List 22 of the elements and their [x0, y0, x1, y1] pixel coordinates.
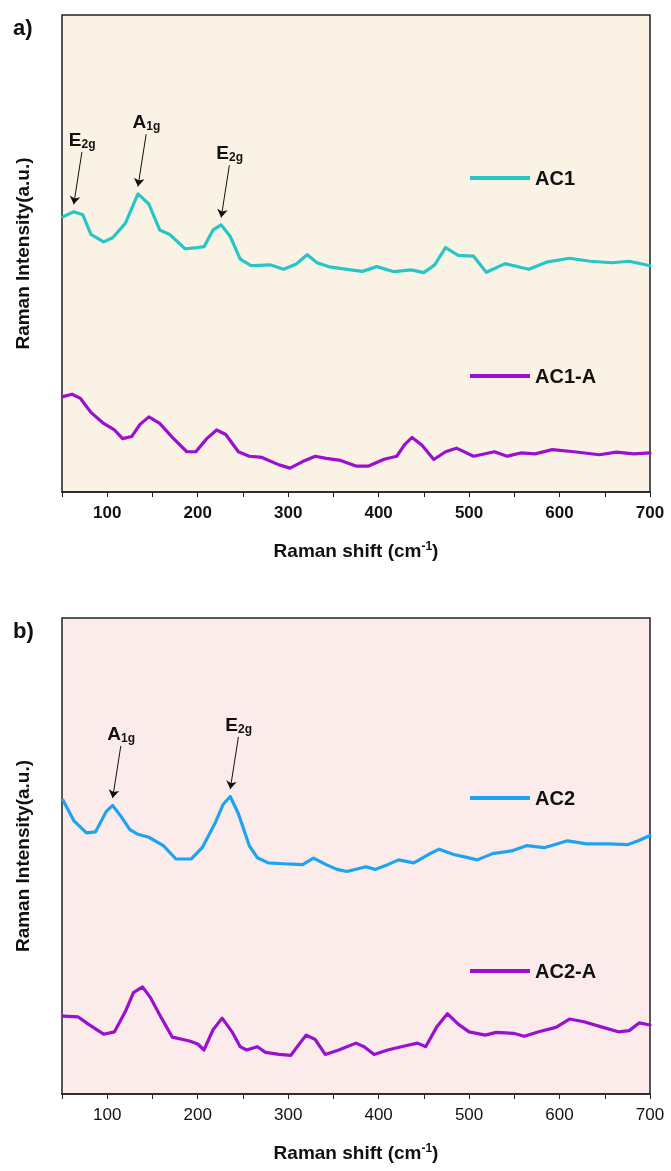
- legend-label: AC1: [535, 167, 576, 189]
- y-axis-title: Raman Intensity(a.u.): [12, 157, 33, 350]
- legend-label: AC2: [535, 787, 576, 809]
- chart-title: b): [13, 617, 34, 643]
- x-tick-label: 600: [545, 1105, 574, 1124]
- x-tick-label: 700: [635, 1105, 665, 1124]
- legend-label: AC1-A: [535, 365, 597, 387]
- x-tick-label: 400: [364, 1105, 393, 1124]
- x-tick-label: 400: [364, 503, 393, 522]
- legend-label: AC2-A: [535, 960, 597, 982]
- x-tick-label: 100: [93, 1105, 122, 1124]
- x-tick-label: 300: [273, 503, 303, 522]
- x-tick-label: 700: [635, 503, 665, 522]
- y-axis-title: Raman Intensity(a.u.): [12, 759, 33, 953]
- x-tick-label: 100: [93, 503, 122, 522]
- x-tick-label: 600: [545, 503, 574, 522]
- x-tick-label: 500: [454, 1105, 484, 1124]
- x-tick-label: 500: [454, 503, 484, 522]
- chart-title: a): [13, 14, 33, 40]
- x-tick-label: 300: [273, 1105, 303, 1124]
- x-tick-label: 200: [183, 503, 212, 522]
- x-tick-label: 200: [183, 1105, 212, 1124]
